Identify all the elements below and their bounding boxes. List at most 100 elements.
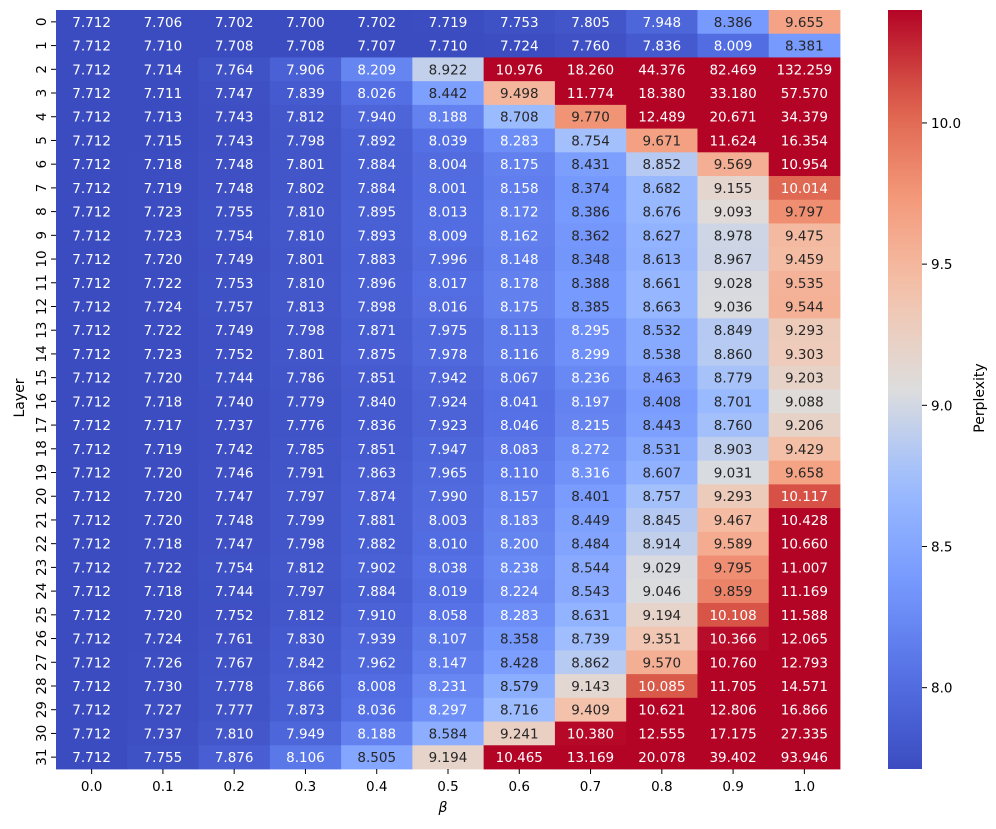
heatmap-cell	[198, 247, 271, 272]
heatmap-cell	[198, 176, 271, 201]
heatmap-cell	[341, 602, 413, 628]
heatmap-cell	[697, 436, 770, 462]
heatmap-cell	[198, 318, 271, 343]
cell-label: 9.409	[571, 703, 610, 719]
cell-label: 7.923	[429, 418, 468, 434]
heatmap-cell	[626, 460, 698, 485]
cell-label: 11.705	[709, 679, 756, 695]
cell-label: 16.354	[781, 133, 828, 149]
heatmap-cell	[626, 508, 698, 533]
cell-label: 9.770	[571, 110, 610, 126]
cell-label: 7.710	[144, 39, 183, 55]
cell-label: 8.039	[429, 133, 468, 149]
cell-label: 7.708	[286, 39, 325, 55]
cell-label: 20.078	[638, 750, 685, 766]
cell-label: 7.712	[72, 442, 111, 458]
cell-label: 7.851	[357, 442, 396, 458]
y-tick-label: 15	[34, 369, 50, 386]
cell-label: 8.238	[500, 560, 539, 576]
cell-label: 8.200	[500, 537, 539, 553]
heatmap-cell	[483, 223, 556, 248]
heatmap-cell	[554, 104, 627, 129]
heatmap-cell	[483, 365, 556, 390]
heatmap-cell	[626, 389, 698, 414]
y-tick-label: 16	[34, 393, 50, 410]
heatmap-cell	[56, 531, 128, 556]
cell-label: 57.570	[781, 86, 828, 102]
x-tick-label: 1.0	[794, 779, 815, 795]
heatmap-cell	[697, 318, 770, 343]
heatmap-cell	[626, 413, 698, 438]
heatmap-cell	[554, 223, 627, 248]
cell-label: 7.851	[357, 371, 396, 387]
heatmap-cell	[483, 10, 556, 35]
heatmap-cell	[341, 555, 413, 580]
heatmap-cell	[127, 342, 199, 367]
heatmap-cell	[341, 199, 413, 224]
cell-label: 8.116	[500, 347, 539, 363]
cell-label: 9.797	[785, 205, 824, 221]
cell-label: 8.209	[357, 62, 396, 78]
heatmap-cell	[554, 626, 627, 651]
cell-label: 7.712	[72, 560, 111, 576]
heatmap-cell	[554, 674, 627, 699]
heatmap-cell	[198, 602, 271, 628]
heatmap-cell	[269, 745, 342, 770]
heatmap-cell	[341, 697, 413, 722]
x-tick-label: 0.6	[509, 779, 530, 795]
cell-label: 7.712	[72, 726, 111, 742]
cell-label: 7.720	[144, 608, 183, 624]
heatmap-cell	[127, 81, 199, 106]
heatmap-cell	[341, 81, 413, 106]
heatmap-cell	[127, 152, 199, 177]
cell-label: 9.194	[642, 608, 681, 624]
heatmap-cell	[198, 223, 271, 248]
cell-label: 7.842	[286, 655, 325, 671]
heatmap-cell	[341, 531, 413, 556]
heatmap-cell	[412, 460, 485, 485]
heatmap-cells: 7.712 7.706 7.702 7.700 7.702 7.719 7.753 7.805…	[56, 10, 841, 770]
heatmap-cell	[626, 579, 698, 604]
cell-label: 8.009	[714, 39, 753, 55]
heatmap-cell	[198, 199, 271, 224]
heatmap-cell	[127, 104, 199, 129]
cell-label: 7.755	[215, 205, 254, 221]
cell-label: 8.215	[571, 418, 610, 434]
heatmap-cell	[269, 650, 342, 675]
cell-label: 7.924	[429, 394, 468, 410]
heatmap-cell	[269, 342, 342, 367]
cell-label: 7.718	[144, 157, 183, 173]
heatmap-cell	[269, 531, 342, 556]
heatmap-cell	[697, 342, 770, 367]
cell-label: 8.849	[714, 323, 753, 339]
cell-label: 7.700	[286, 15, 325, 31]
heatmap-cell	[127, 247, 199, 272]
heatmap-cell	[697, 223, 770, 248]
cell-label: 8.162	[500, 228, 539, 244]
x-tick-label: 0.0	[81, 779, 102, 795]
cell-label: 7.962	[357, 655, 396, 671]
cell-label: 8.739	[571, 632, 610, 648]
heatmap-cell	[483, 247, 556, 272]
cell-label: 8.442	[429, 86, 468, 102]
cell-label: 7.940	[357, 110, 396, 126]
y-tick-label: 17	[34, 416, 50, 433]
cell-label: 8.231	[429, 679, 468, 695]
heatmap-cell	[56, 413, 128, 438]
cell-label: 8.358	[500, 632, 539, 648]
cell-label: 7.707	[357, 39, 396, 55]
heatmap-cell	[697, 365, 770, 390]
cell-label: 7.720	[144, 252, 183, 268]
cell-label: 7.881	[357, 513, 396, 529]
heatmap-cell	[626, 294, 698, 319]
cell-label: 8.716	[500, 703, 539, 719]
heatmap-cell	[768, 247, 841, 272]
heatmap-cell	[697, 697, 770, 722]
heatmap-cell	[483, 294, 556, 319]
cell-label: 7.724	[144, 632, 183, 648]
cell-label: 7.965	[429, 466, 468, 482]
heatmap-cell	[554, 389, 627, 414]
heatmap-cell	[56, 270, 128, 296]
cell-label: 39.402	[709, 750, 756, 766]
